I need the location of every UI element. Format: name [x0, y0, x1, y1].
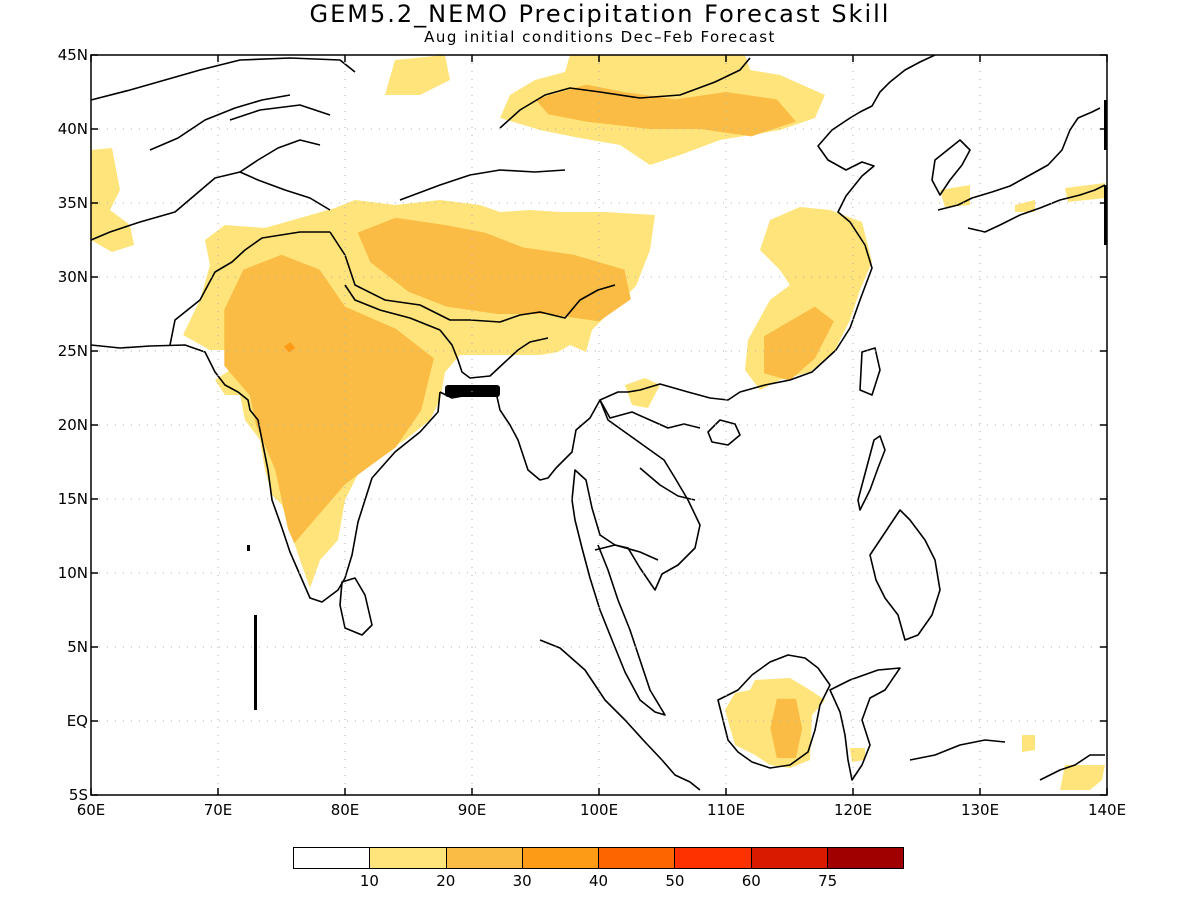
skill-region-mongolia-20-30 [535, 84, 796, 137]
skill-region-sulawesi-newguinea [850, 735, 1105, 790]
colorbar-swatch [751, 848, 828, 868]
colorbar-label: 10 [359, 872, 379, 890]
lat-tick-label: 30N [57, 268, 88, 286]
map-ticks [90, 54, 1108, 796]
colorbar-label: 20 [436, 872, 456, 890]
lon-tick-label: 110E [706, 801, 746, 819]
colorbar-swatch [599, 848, 676, 868]
chart-title: GEM5.2_NEMO Precipitation Forecast Skill [309, 0, 891, 28]
lat-tick-label: 40N [57, 120, 88, 138]
lon-tick-label: 90E [457, 801, 487, 819]
skill-region-india-20-30 [224, 254, 434, 544]
skill-region-myanmar-laos [625, 378, 660, 408]
colorbar-swatch [827, 848, 903, 868]
lon-tick-label: 120E [833, 801, 873, 819]
lon-tick-label: 140E [1087, 801, 1127, 819]
colorbar-label: 30 [512, 872, 532, 890]
lat-tick-label: 20N [57, 416, 88, 434]
lon-tick-label: 70E [203, 801, 233, 819]
skill-region-borneo-20-30 [770, 698, 803, 758]
lat-tick-label: 35N [57, 194, 88, 212]
colorbar-swatch [675, 848, 752, 868]
colorbar-swatch [294, 848, 371, 868]
skill-region-pakistan-west [91, 148, 134, 252]
colorbar-label: 60 [741, 872, 761, 890]
lon-tick-label: 100E [579, 801, 619, 819]
lon-tick-label: 60E [76, 801, 106, 819]
skill-region-japan-korea [940, 183, 1105, 212]
colorbar-swatch [370, 848, 447, 868]
skill-fill-10-20 [91, 55, 1105, 790]
colorbar-swatch [446, 848, 523, 868]
colorbar [293, 847, 904, 869]
lat-tick-label: 25N [57, 342, 88, 360]
skill-region-south-china-20-30 [764, 306, 834, 381]
colorbar-swatch [522, 848, 599, 868]
lat-tick-label: 10N [57, 564, 88, 582]
lat-tick-label: 45N [57, 46, 88, 64]
map-gridlines [91, 55, 1107, 795]
chart-subtitle: Aug initial conditions Dec–Feb Forecast [424, 28, 776, 46]
lat-tick-label: 5S [68, 786, 88, 804]
skill-region-india-30-40 [284, 342, 296, 353]
lat-tick-label: 5N [67, 638, 88, 656]
lon-tick-label: 80E [330, 801, 360, 819]
colorbar-label: 75 [818, 872, 838, 890]
lat-tick-label: EQ [66, 712, 88, 730]
skill-fill-20-30 [224, 84, 834, 758]
colorbar-label: 40 [588, 872, 609, 890]
skill-region-tibet-20-30 [357, 217, 631, 322]
coastline-borders [90, 54, 1106, 791]
colorbar-label: 50 [665, 872, 685, 890]
lat-tick-label: 15N [57, 490, 88, 508]
lon-tick-label: 130E [960, 801, 1000, 819]
